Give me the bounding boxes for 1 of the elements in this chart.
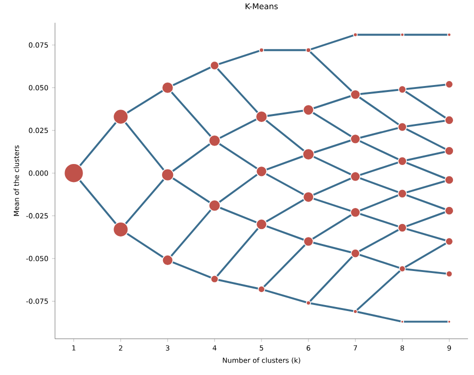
chart-title: K-Means bbox=[246, 3, 278, 10]
